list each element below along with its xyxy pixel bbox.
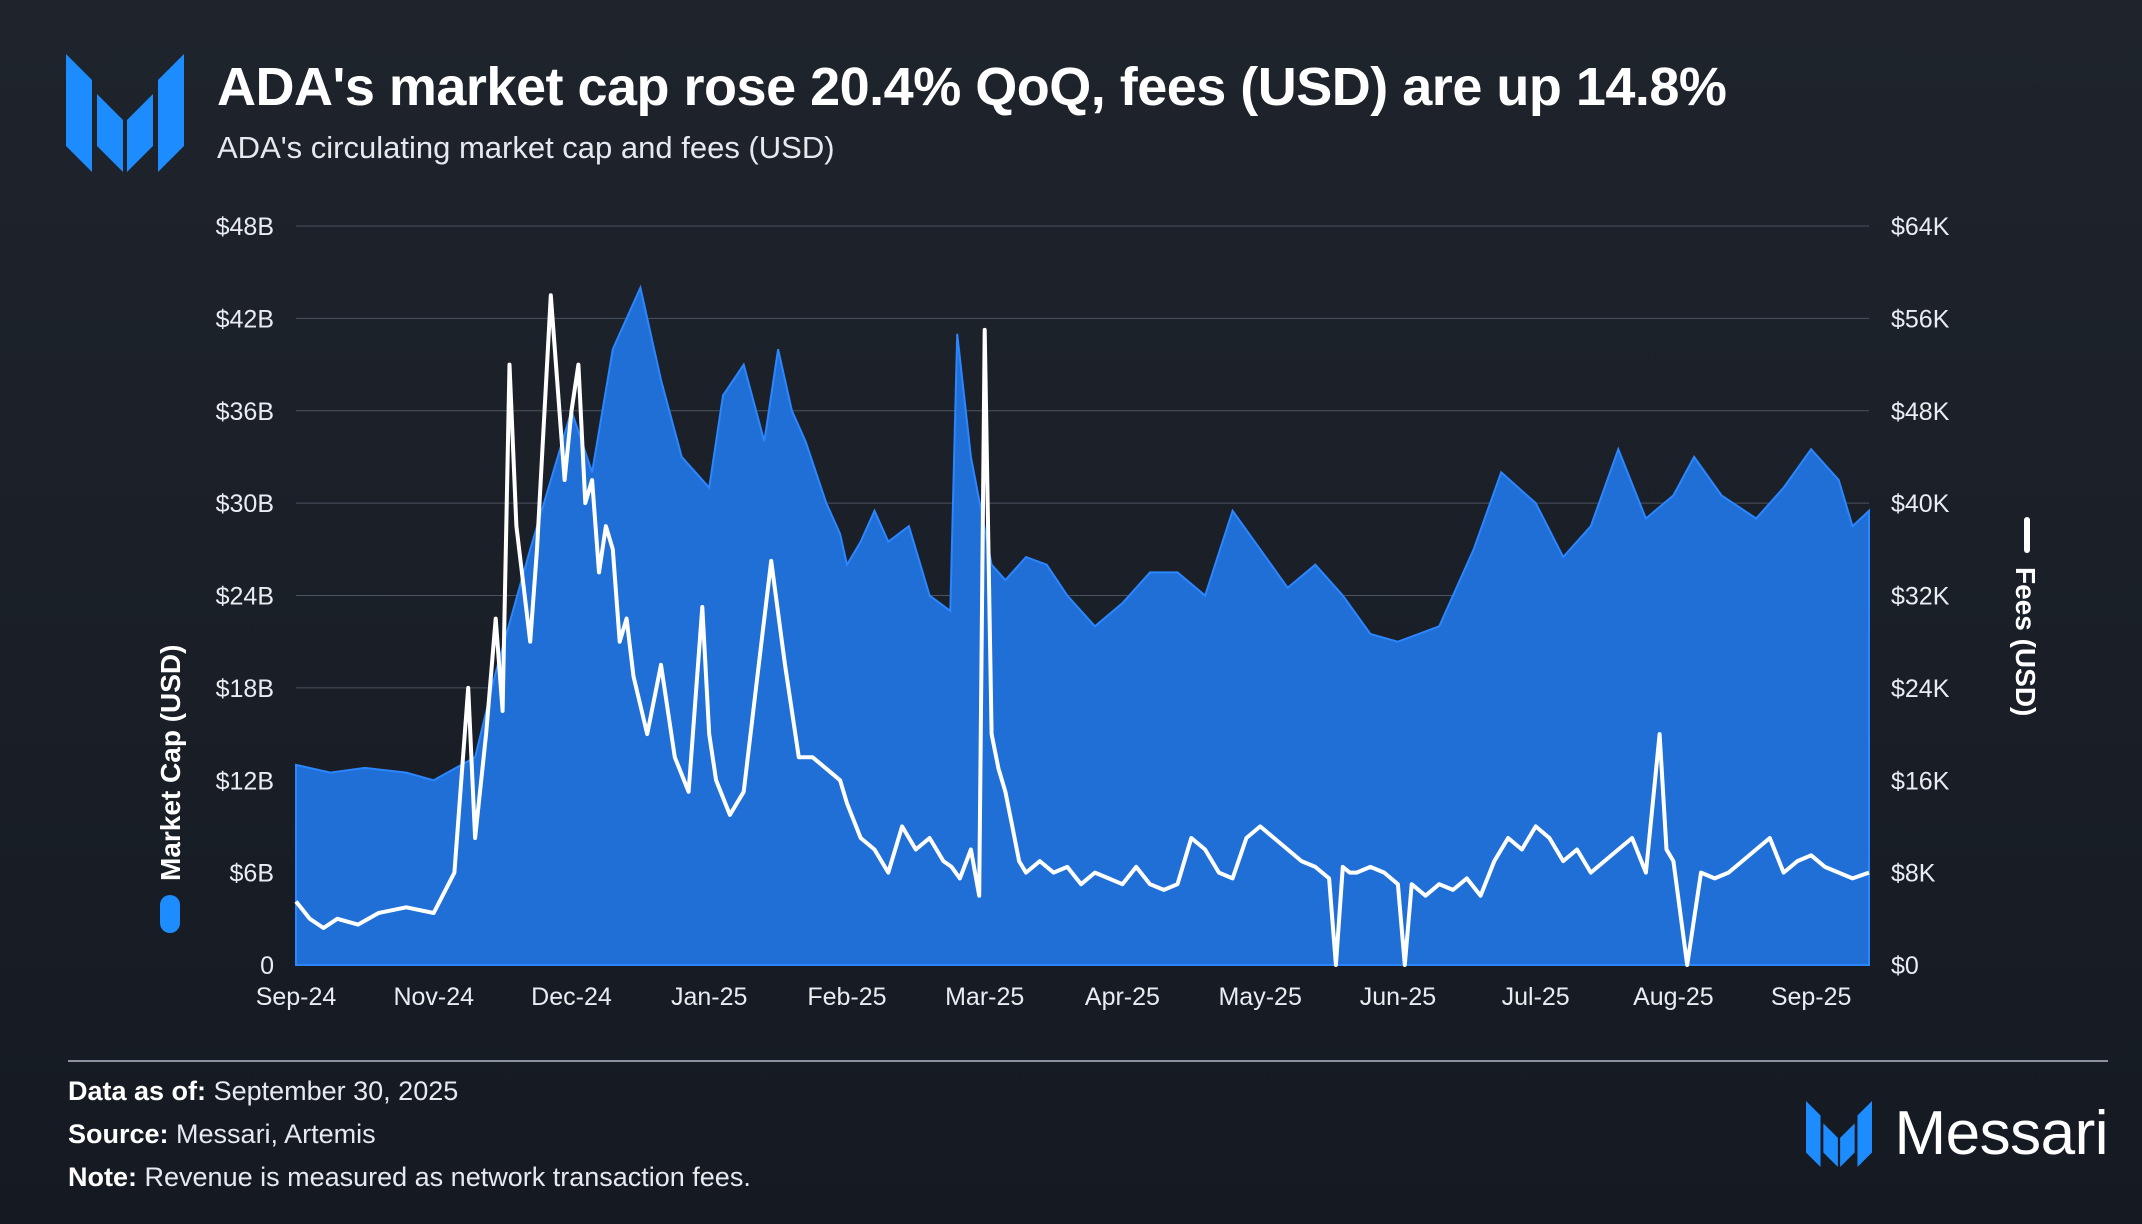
left-tick-label: $6B	[230, 860, 274, 888]
right-tick-label: $8K	[1891, 860, 1936, 888]
market-cap-legend-swatch	[160, 895, 180, 933]
right-tick-label: $32K	[1891, 583, 1950, 611]
left-tick-label: $48B	[216, 213, 274, 241]
x-tick-label: Nov-24	[393, 983, 474, 1011]
messari-brand-icon	[1806, 1100, 1873, 1167]
note-label: Note:	[68, 1162, 137, 1192]
brand-name: Messari	[1894, 1099, 2108, 1168]
x-tick-label: Jan-25	[671, 983, 747, 1011]
x-tick-label: Sep-24	[256, 983, 337, 1011]
fees-line	[294, 293, 1870, 967]
right-tick-label: $0	[1891, 952, 1919, 980]
left-tick-label: 0	[260, 952, 274, 980]
right-tick-label: $16K	[1891, 767, 1950, 795]
footer-source: Source: Messari, Artemis	[68, 1119, 376, 1150]
x-tick-label: Dec-24	[531, 983, 612, 1011]
x-tick-label: May-25	[1218, 983, 1301, 1011]
chart: 0 $6B $12B $18B $24B $30B $36B $42B $48B $0 $8K $1…	[155, 213, 2041, 1011]
market-cap-area	[295, 284, 1870, 966]
note-value: Revenue is measured as network transacti…	[144, 1162, 751, 1192]
x-tick-label: Jun-25	[1360, 983, 1436, 1011]
left-axis-title: Market Cap (USD)	[155, 645, 186, 933]
right-axis-label: Fees (USD)	[2010, 567, 2041, 716]
fees-legend-swatch	[2024, 517, 2030, 553]
source-value: Messari, Artemis	[176, 1119, 376, 1149]
left-tick-label: $12B	[216, 767, 274, 795]
source-label: Source:	[68, 1119, 169, 1149]
right-tick-label: $56K	[1891, 305, 1950, 333]
x-tick-label: Jul-25	[1502, 983, 1570, 1011]
x-axis-ticks: Sep-24 Nov-24 Dec-24 Jan-25 Feb-25 Mar-25 Apr-…	[256, 983, 1852, 1011]
x-tick-label: Sep-25	[1771, 983, 1852, 1011]
right-tick-label: $40K	[1891, 490, 1950, 518]
right-tick-label: $24K	[1891, 675, 1950, 703]
right-tick-label: $64K	[1891, 213, 1950, 241]
left-tick-label: $24B	[216, 583, 274, 611]
right-tick-label: $48K	[1891, 398, 1950, 426]
x-tick-label: Apr-25	[1085, 983, 1160, 1011]
data-as-of-label: Data as of:	[68, 1076, 207, 1106]
footer-data-as-of: Data as of: September 30, 2025	[68, 1076, 458, 1107]
left-axis-label: Market Cap (USD)	[155, 645, 186, 881]
right-axis-title: Fees (USD)	[2010, 517, 2041, 716]
chart-title: ADA's market cap rose 20.4% QoQ, fees (U…	[217, 57, 1727, 117]
messari-logo-icon	[66, 54, 184, 172]
left-axis-ticks: 0 $6B $12B $18B $24B $30B $36B $42B $48B	[216, 213, 274, 980]
left-tick-label: $18B	[216, 675, 274, 703]
left-tick-label: $30B	[216, 490, 274, 518]
right-axis-ticks: $0 $8K $16K $24K $32K $40K $48K $56K $64K	[1891, 213, 1950, 980]
x-tick-label: Mar-25	[945, 983, 1024, 1011]
footer-note: Note: Revenue is measured as network tra…	[68, 1162, 751, 1193]
x-tick-label: Feb-25	[807, 983, 886, 1011]
footer-divider	[68, 1060, 2108, 1062]
left-tick-label: $36B	[216, 398, 274, 426]
left-tick-label: $42B	[216, 305, 274, 333]
chart-subtitle: ADA's circulating market cap and fees (U…	[217, 130, 835, 165]
brand-mark: Messari	[1806, 1098, 2108, 1169]
data-as-of-value: September 30, 2025	[213, 1076, 459, 1106]
x-tick-label: Aug-25	[1633, 983, 1714, 1011]
